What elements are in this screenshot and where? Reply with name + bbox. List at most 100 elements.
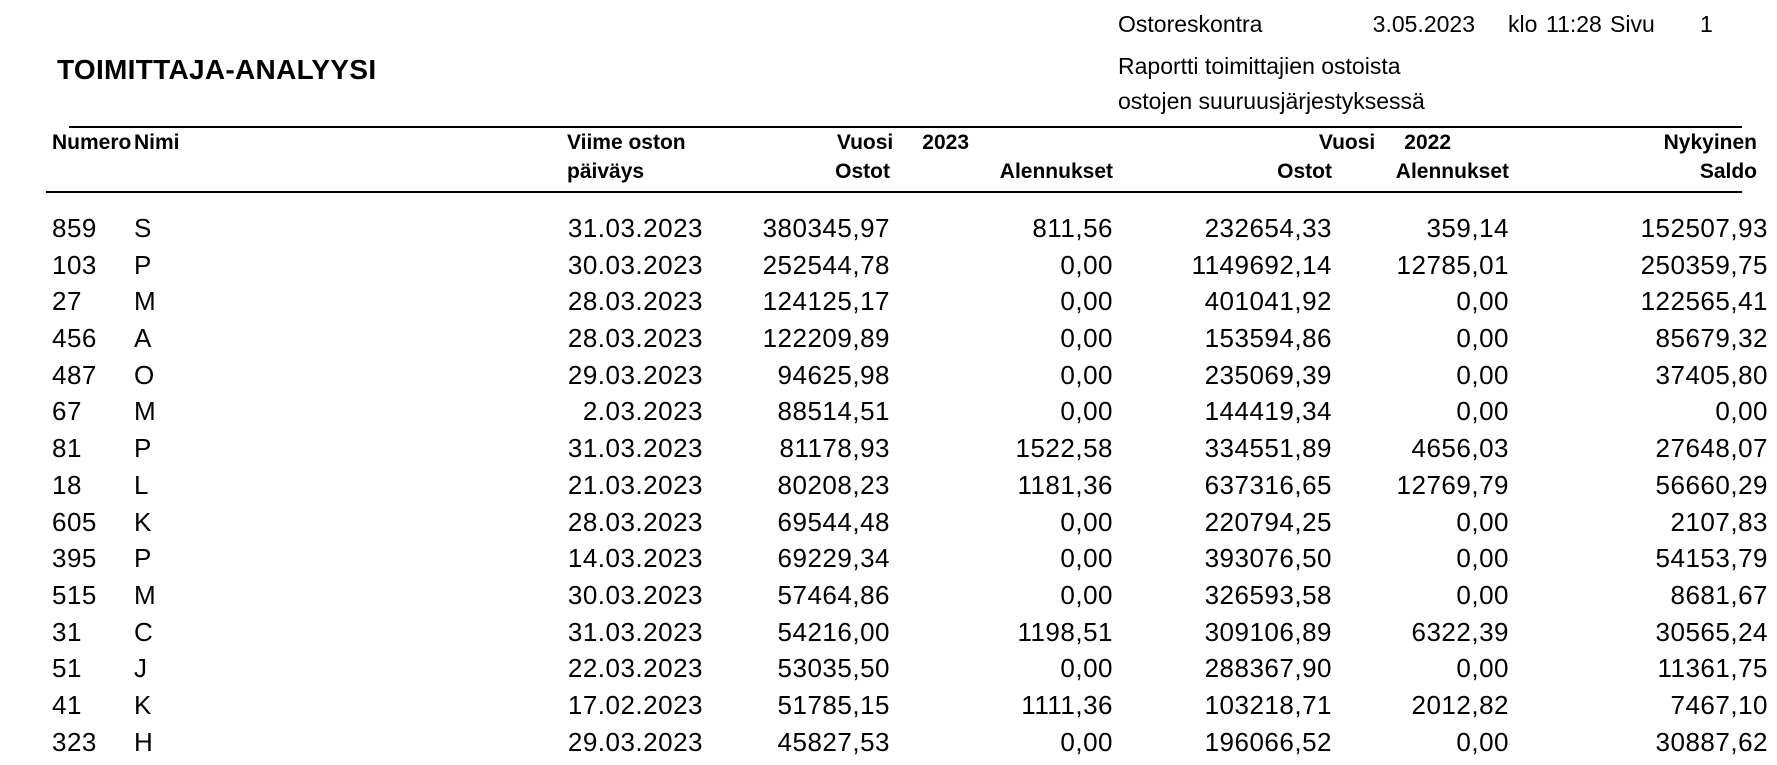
cell-saldo: 122565,41 — [1640, 286, 1768, 317]
cell-alennukset-2023: 0,00 — [1060, 249, 1113, 280]
cell-numero: 18 — [52, 469, 82, 500]
col-header-alennukset-2023: Alennukset — [999, 160, 1113, 183]
cell-alennukset-2023: 0,00 — [1060, 726, 1113, 757]
page-title: TOIMITTAJA-ANALYYSI — [57, 54, 377, 85]
cell-alennukset-2023: 811,56 — [1032, 213, 1113, 243]
cell-numero: 41 — [52, 689, 82, 720]
cell-alennukset-2022: 2012,82 — [1411, 689, 1509, 720]
cell-paivays: 31.03.2023 — [567, 616, 703, 647]
cell-nimi: M — [134, 286, 157, 317]
cell-numero: 859 — [52, 213, 97, 243]
cell-alennukset-2022: 0,00 — [1456, 653, 1509, 684]
cell-ostot-2022: 232654,33 — [1204, 213, 1332, 243]
time-label: klo — [1508, 11, 1538, 37]
vuosi-label: Vuosi — [1318, 131, 1376, 154]
cell-ostot-2022: 196066,52 — [1204, 726, 1332, 757]
cell-alennukset-2023: 1198,51 — [1017, 616, 1113, 647]
cell-saldo: 85679,32 — [1655, 323, 1768, 354]
cell-saldo: 37405,80 — [1655, 359, 1768, 390]
cell-ostot-2022: 103218,71 — [1204, 689, 1332, 720]
cell-nimi: M — [134, 396, 157, 427]
cell-paivays: 29.03.2023 — [567, 726, 703, 757]
cell-ostot-2022: 235069,39 — [1204, 359, 1332, 390]
cell-alennukset-2023: 0,00 — [1060, 506, 1113, 537]
col-header-paivays: päiväys — [567, 160, 645, 183]
cell-nimi: K — [134, 689, 152, 720]
col-header-numero: Numero — [52, 131, 132, 154]
table-row: 515 M 30.03.2023 57464,86 0,00 326593,58 0,00 8… — [0, 582, 1777, 619]
cell-numero: 27 — [52, 286, 82, 317]
cell-paivays: 28.03.2023 — [567, 506, 703, 537]
col-header-ostot-2022: Ostot — [1277, 160, 1332, 183]
table-row: 456 A 28.03.2023 122209,89 0,00 153594,86 0,00… — [0, 325, 1777, 362]
cell-alennukset-2022: 0,00 — [1456, 359, 1509, 390]
col-header-saldo: Saldo — [1699, 160, 1757, 183]
table-row: 18 L 21.03.2023 80208,23 1181,36 637316,65 127… — [0, 472, 1777, 509]
cell-ostot-2022: 309106,89 — [1204, 616, 1332, 647]
cell-paivays: 30.03.2023 — [567, 249, 703, 280]
cell-alennukset-2022: 0,00 — [1456, 726, 1509, 757]
cell-paivays: 2.03.2023 — [582, 396, 703, 427]
table-row: 487 O 29.03.2023 94625,98 0,00 235069,39 0,00 3… — [0, 362, 1777, 399]
cell-ostot-2022: 326593,58 — [1204, 579, 1332, 610]
cell-nimi: A — [134, 323, 152, 354]
cell-nimi: P — [134, 433, 152, 464]
cell-nimi: S — [134, 213, 152, 243]
report-time: 11:28 — [1546, 11, 1602, 37]
cell-alennukset-2022: 359,14 — [1426, 213, 1509, 243]
table-row: 323 H 29.03.2023 45827,53 0,00 196066,52 0,00 3… — [0, 729, 1777, 765]
cell-alennukset-2023: 0,00 — [1060, 286, 1113, 317]
cell-paivays: 21.03.2023 — [567, 469, 703, 500]
year-2023: 2023 — [922, 131, 969, 154]
cell-nimi: J — [134, 653, 148, 684]
cell-alennukset-2023: 0,00 — [1060, 543, 1113, 574]
cell-alennukset-2023: 1522,58 — [1015, 433, 1113, 464]
cell-ostot-2023: 69229,34 — [777, 543, 890, 574]
app-name: Ostoreskontra — [1118, 11, 1263, 37]
col-header-nykyinen: Nykyinen — [1663, 131, 1757, 154]
cell-saldo: 54153,79 — [1655, 543, 1768, 574]
cell-ostot-2022: 393076,50 — [1204, 543, 1332, 574]
cell-paivays: 29.03.2023 — [567, 359, 703, 390]
table-row: 41 K 17.02.2023 51785,15 1111,36 103218,71 201… — [0, 692, 1777, 729]
cell-paivays: 28.03.2023 — [567, 323, 703, 354]
cell-alennukset-2022: 0,00 — [1456, 543, 1509, 574]
table-row: 51 J 22.03.2023 53035,50 0,00 288367,90 0,00 11… — [0, 655, 1777, 692]
table-row: 103 P 30.03.2023 252544,78 0,00 1149692,14 127… — [0, 252, 1777, 289]
cell-alennukset-2022: 4656,03 — [1411, 433, 1509, 464]
cell-alennukset-2023: 0,00 — [1060, 579, 1113, 610]
header-top-rule — [69, 126, 1742, 128]
cell-alennukset-2023: 0,00 — [1060, 323, 1113, 354]
cell-ostot-2023: 45827,53 — [777, 726, 890, 757]
cell-saldo: 56660,29 — [1655, 469, 1768, 500]
header-bottom-rule — [46, 191, 1742, 193]
cell-paivays: 31.03.2023 — [567, 213, 703, 243]
cell-alennukset-2022: 0,00 — [1456, 579, 1509, 610]
year-2022: 2022 — [1404, 131, 1451, 154]
cell-ostot-2023: 80208,23 — [777, 469, 890, 500]
table-row: 859 S 31.03.2023 380345,97 811,56 232654,33 35… — [0, 215, 1777, 252]
cell-ostot-2022: 401041,92 — [1204, 286, 1332, 317]
cell-nimi: P — [134, 543, 152, 574]
cell-saldo: 30887,62 — [1655, 726, 1768, 757]
cell-alennukset-2023: 1181,36 — [1017, 469, 1113, 500]
cell-alennukset-2022: 0,00 — [1456, 506, 1509, 537]
cell-saldo: 7467,10 — [1670, 689, 1768, 720]
cell-nimi: P — [134, 249, 152, 280]
cell-saldo: 11361,75 — [1657, 653, 1768, 684]
cell-nimi: K — [134, 506, 152, 537]
table-row: 27 M 28.03.2023 124125,17 0,00 401041,92 0,00 1… — [0, 288, 1777, 325]
cell-ostot-2023: 122209,89 — [762, 323, 890, 354]
page-label: Sivu — [1610, 11, 1655, 37]
table-row: 81 P 31.03.2023 81178,93 1522,58 334551,89 465… — [0, 435, 1777, 472]
cell-alennukset-2022: 12785,01 — [1396, 249, 1509, 280]
cell-ostot-2023: 53035,50 — [777, 653, 890, 684]
cell-saldo: 0,00 — [1715, 396, 1768, 427]
table-row: 605 K 28.03.2023 69544,48 0,00 220794,25 0,00 2… — [0, 509, 1777, 546]
report-date: 3.05.2023 — [1372, 11, 1475, 37]
cell-nimi: H — [134, 726, 154, 757]
col-header-nimi: Nimi — [134, 131, 180, 154]
cell-alennukset-2022: 6322,39 — [1411, 616, 1509, 647]
cell-ostot-2023: 252544,78 — [762, 249, 890, 280]
